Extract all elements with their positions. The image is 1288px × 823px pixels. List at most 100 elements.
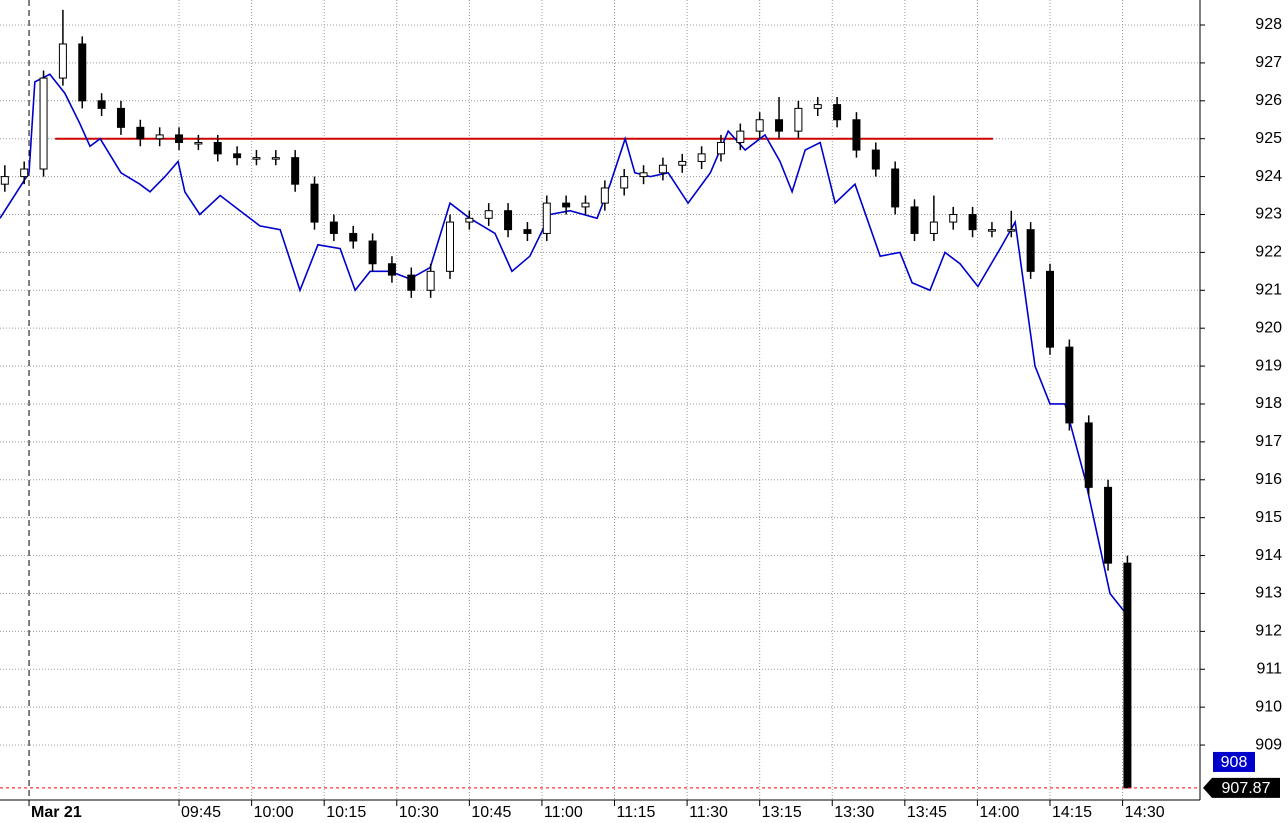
candle-body bbox=[697, 153, 706, 162]
candle-body bbox=[271, 157, 280, 160]
candle-body bbox=[716, 141, 725, 155]
candle-body bbox=[465, 217, 474, 223]
candle-body bbox=[233, 153, 242, 159]
candle-body bbox=[310, 183, 319, 223]
candle-body bbox=[1007, 229, 1016, 232]
x-tick-label: 11:30 bbox=[689, 804, 728, 821]
x-tick-label: 11:00 bbox=[544, 804, 583, 821]
candle-body bbox=[833, 104, 842, 121]
candle-body bbox=[871, 149, 880, 170]
y-tick-label: 915 bbox=[1255, 509, 1282, 526]
candle-body bbox=[620, 176, 629, 189]
candle-body bbox=[446, 221, 454, 272]
candle-body bbox=[387, 263, 396, 276]
candle-body bbox=[523, 229, 532, 234]
y-tick-label: 922 bbox=[1255, 244, 1282, 261]
candle-body bbox=[581, 202, 590, 208]
candle-body bbox=[0, 176, 9, 185]
y-tick-label: 910 bbox=[1255, 698, 1282, 715]
x-tick-label: 14:00 bbox=[979, 804, 1019, 821]
candle-body bbox=[755, 119, 764, 132]
candle-body bbox=[349, 232, 358, 242]
candle-body bbox=[794, 107, 803, 132]
candle-body bbox=[949, 213, 958, 223]
price-label-box bbox=[1213, 751, 1255, 772]
candle-body bbox=[407, 274, 416, 291]
candle-body bbox=[58, 43, 67, 79]
candle-body bbox=[929, 221, 938, 234]
candle-body bbox=[116, 107, 125, 128]
candle-body bbox=[775, 119, 784, 132]
candle-body bbox=[678, 160, 687, 166]
x-tick-label: 11:15 bbox=[617, 804, 656, 821]
candle-body bbox=[175, 134, 184, 143]
candle-body bbox=[1123, 562, 1132, 789]
price-label: 908 bbox=[1221, 754, 1248, 771]
x-tick-label: 14:15 bbox=[1052, 804, 1092, 821]
x-tick-label: 10:30 bbox=[399, 804, 439, 821]
candle-body bbox=[736, 130, 745, 143]
y-tick-label: 925 bbox=[1255, 130, 1282, 147]
candle-body bbox=[658, 164, 667, 174]
candle-body bbox=[852, 119, 861, 151]
y-tick-label: 921 bbox=[1255, 282, 1282, 299]
candle-body bbox=[1026, 229, 1035, 272]
candle-body bbox=[1084, 422, 1093, 488]
candle-body bbox=[891, 168, 900, 208]
candle-body bbox=[329, 221, 338, 234]
y-tick-label: 916 bbox=[1255, 471, 1282, 488]
x-tick-label: 09:45 bbox=[181, 804, 221, 821]
x-tick-label: Mar 21 bbox=[31, 804, 82, 821]
candle-body bbox=[426, 270, 435, 291]
y-tick-label: 928 bbox=[1255, 16, 1282, 33]
x-tick-label: 13:15 bbox=[762, 804, 802, 821]
y-tick-label: 919 bbox=[1255, 357, 1282, 374]
candle-body bbox=[194, 141, 203, 145]
candle-body bbox=[1065, 346, 1074, 424]
candle-body bbox=[155, 134, 164, 140]
candle-body bbox=[97, 100, 106, 109]
y-tick-label: 927 bbox=[1255, 54, 1282, 71]
y-tick-label: 918 bbox=[1255, 395, 1282, 412]
candle-body bbox=[484, 210, 493, 219]
candle-body bbox=[562, 202, 571, 208]
y-tick-label: 913 bbox=[1255, 585, 1282, 602]
candle-body bbox=[20, 168, 29, 178]
y-tick-label: 926 bbox=[1255, 92, 1282, 109]
candle-body bbox=[639, 172, 648, 178]
overlay-line bbox=[0, 73, 1130, 746]
candle-body bbox=[136, 126, 145, 140]
candle-body bbox=[1104, 486, 1113, 564]
x-tick-label: 10:00 bbox=[254, 804, 294, 821]
price-label: 907.87 bbox=[1222, 780, 1271, 797]
candle-body bbox=[252, 157, 261, 160]
y-tick-label: 924 bbox=[1255, 168, 1282, 185]
candle-body bbox=[542, 202, 551, 234]
y-tick-label: 914 bbox=[1255, 547, 1282, 564]
candle-body bbox=[39, 77, 48, 170]
y-tick-label: 911 bbox=[1256, 660, 1282, 677]
candle-body bbox=[1046, 270, 1054, 348]
candle-body bbox=[368, 240, 377, 265]
x-tick-label: 10:15 bbox=[326, 804, 366, 821]
candle-body bbox=[291, 157, 300, 185]
candle-body bbox=[987, 229, 996, 232]
y-tick-label: 917 bbox=[1255, 433, 1282, 450]
candle-body bbox=[213, 141, 222, 155]
x-tick-label: 13:30 bbox=[834, 804, 874, 821]
y-tick-label: 923 bbox=[1255, 206, 1282, 223]
x-tick-label: 10:45 bbox=[471, 804, 511, 821]
candle-body bbox=[504, 210, 513, 231]
candle-body bbox=[813, 104, 822, 109]
x-tick-label: 14:30 bbox=[1125, 804, 1165, 821]
price-arrow bbox=[1203, 777, 1212, 798]
candle-body bbox=[910, 206, 919, 234]
candle-body bbox=[78, 43, 87, 102]
y-tick-label: 920 bbox=[1255, 319, 1282, 336]
y-tick-label: 909 bbox=[1255, 736, 1282, 753]
y-tick-label: 912 bbox=[1255, 623, 1282, 640]
candle-body bbox=[600, 187, 609, 204]
